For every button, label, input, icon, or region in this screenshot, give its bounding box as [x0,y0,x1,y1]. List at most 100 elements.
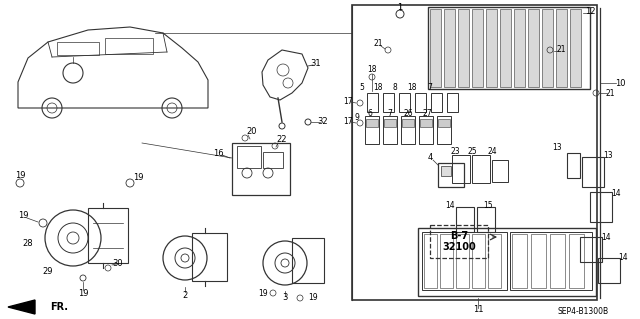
Bar [580,237,602,262]
Bar [105,38,153,54]
Bar [263,152,283,168]
Bar [590,192,612,222]
Text: 19: 19 [308,293,318,302]
Text: SEP4-B1300B: SEP4-B1300B [558,307,609,315]
Text: 17: 17 [343,97,353,106]
Bar [428,7,590,89]
Text: 21: 21 [556,46,566,55]
Bar [418,228,596,296]
Text: FR.: FR. [50,302,68,312]
Bar [488,234,501,288]
Text: B-7: B-7 [450,231,468,241]
Text: 14: 14 [445,201,455,210]
Bar [486,9,497,87]
Text: 15: 15 [483,201,493,210]
Bar [365,116,379,144]
Bar [366,119,378,127]
Text: 19: 19 [77,288,88,298]
Bar [542,9,553,87]
Bar [402,119,414,127]
Bar [292,238,324,283]
Text: 6: 6 [367,108,372,117]
Bar [384,119,396,127]
Text: 24: 24 [487,147,497,157]
Bar [424,234,437,288]
Text: 11: 11 [473,306,483,315]
Bar [456,207,474,232]
Bar [88,208,128,263]
Bar [431,93,442,112]
Text: 21: 21 [605,88,615,98]
Bar [420,119,432,127]
Bar [456,234,469,288]
Bar [472,155,490,183]
Bar [598,258,620,283]
Text: 30: 30 [113,258,124,268]
Text: 2: 2 [182,291,188,300]
Text: 8: 8 [392,83,397,92]
Bar [237,146,261,168]
Text: 17: 17 [343,116,353,125]
Bar [383,116,397,144]
Text: 27: 27 [422,108,432,117]
Text: 25: 25 [467,147,477,157]
Bar [477,207,495,232]
Text: 18: 18 [367,65,377,75]
Bar [401,116,415,144]
Bar [570,9,581,87]
Bar [192,233,227,281]
Bar [430,9,441,87]
Bar [569,234,584,288]
Text: 23: 23 [450,147,460,157]
Bar [472,9,483,87]
Text: 13: 13 [552,144,562,152]
Bar [422,232,507,290]
Text: 16: 16 [212,149,223,158]
Text: 18: 18 [373,83,383,92]
Bar [472,234,485,288]
Text: 14: 14 [618,254,628,263]
Bar [447,93,458,112]
Text: 32: 32 [317,117,328,127]
Polygon shape [8,300,35,314]
Text: 26: 26 [403,108,413,117]
Bar [492,160,508,182]
Text: 32100: 32100 [442,242,476,252]
Bar [444,9,455,87]
Text: 13: 13 [603,151,613,160]
Bar [556,9,567,87]
Bar [57,42,99,55]
Text: 14: 14 [611,189,621,197]
Text: 9: 9 [355,114,360,122]
Text: 28: 28 [22,239,33,248]
Bar [438,119,450,127]
Text: 7: 7 [428,83,433,92]
Bar [452,155,470,183]
Bar [500,9,511,87]
Text: 1: 1 [397,3,403,11]
Bar [458,9,469,87]
Bar [512,234,527,288]
Text: 14: 14 [601,233,611,241]
Bar [438,163,464,187]
Bar [531,234,546,288]
Text: 3: 3 [282,293,288,302]
Bar [441,166,451,176]
Bar [419,116,433,144]
Text: 18: 18 [407,83,417,92]
Text: 20: 20 [247,127,257,136]
Bar [399,93,410,112]
Bar [367,93,378,112]
Text: 19: 19 [15,170,25,180]
Text: 19: 19 [18,211,28,220]
Bar [528,9,539,87]
Bar [514,9,525,87]
Text: 7: 7 [388,108,392,117]
Text: 4: 4 [428,153,433,162]
Text: 10: 10 [615,78,625,87]
Text: 5: 5 [360,83,364,92]
Bar [437,116,451,144]
Text: 29: 29 [43,268,53,277]
Bar [415,93,426,112]
Bar [232,143,290,195]
